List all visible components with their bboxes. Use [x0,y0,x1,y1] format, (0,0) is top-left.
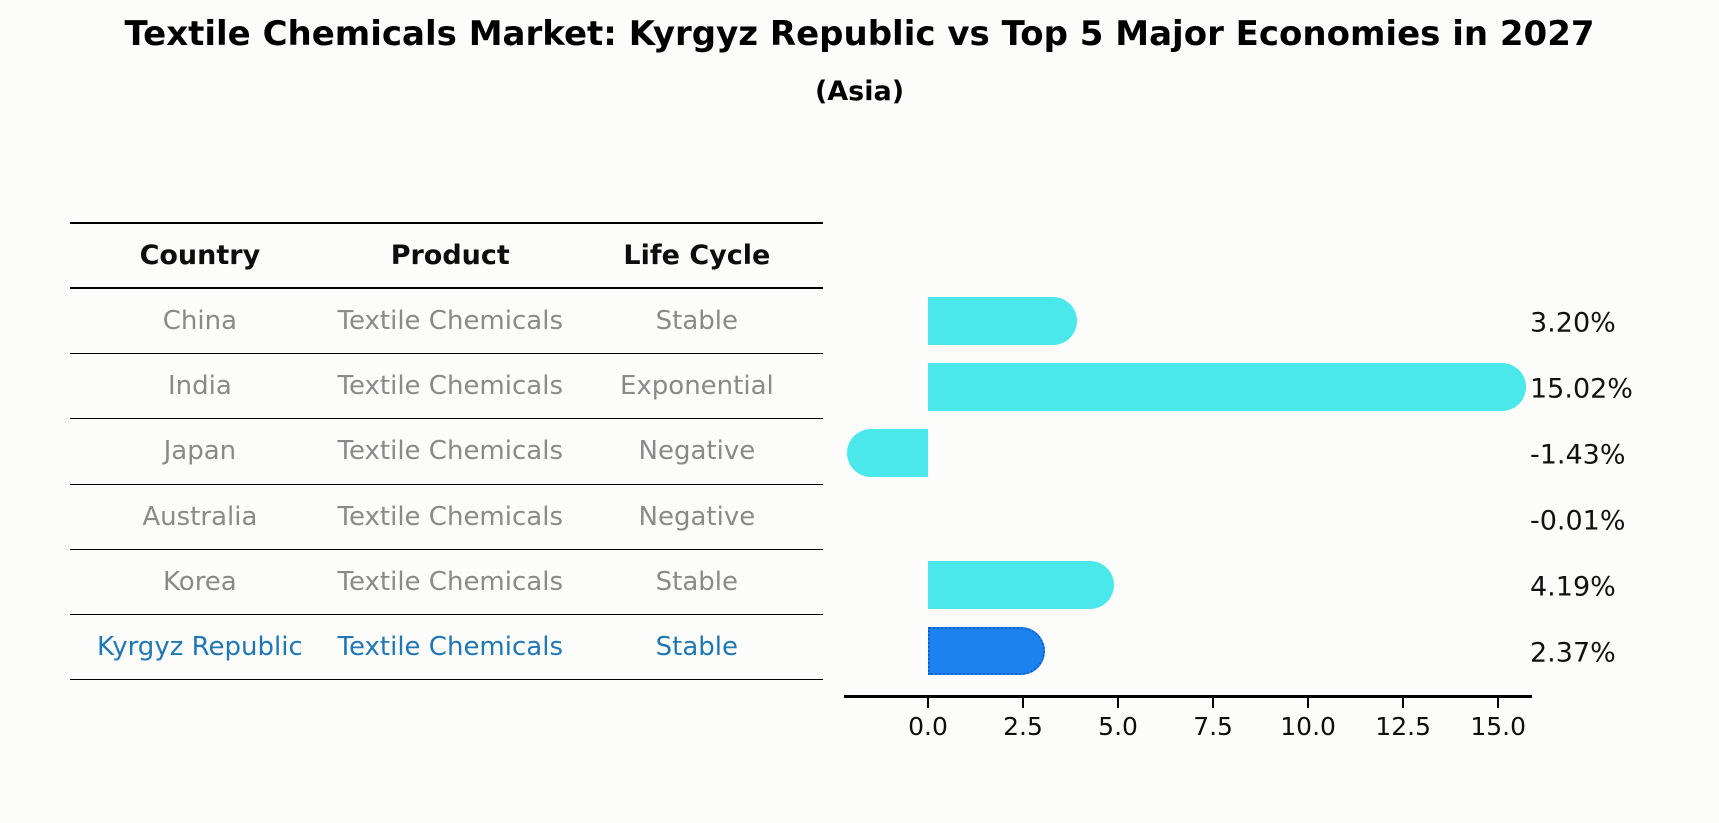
data-table: Country Product Life Cycle China Textile … [70,222,823,681]
country-cell: China [162,306,238,337]
chart-title: Textile Chemicals Market: Kyrgyz Republi… [124,14,1595,54]
table-row: Australia Textile Chemicals Negative [70,485,823,550]
life-cycle-cell: Exponential [619,371,774,402]
value-label: 2.37% [1530,637,1616,669]
table-header-row: Country Product Life Cycle [70,222,823,289]
table-header-product: Product [390,240,510,271]
x-axis-tick-label: 12.5 [1375,712,1431,741]
x-axis-tick-label: 15.0 [1470,712,1526,741]
x-axis-tick-label: 5.0 [1098,712,1138,741]
value-label: 15.02% [1530,373,1633,405]
x-axis-tick-mark [1117,697,1120,708]
x-axis-tick-label: 10.0 [1280,712,1336,741]
table-row: Japan Textile Chemicals Negative [70,419,823,485]
country-cell: Australia [142,501,258,532]
product-cell: Textile Chemicals [337,632,563,663]
table-row: India Textile Chemicals Exponential [70,354,823,420]
life-cycle-cell: Stable [655,632,739,663]
product-cell: Textile Chemicals [337,436,563,467]
product-cell: Textile Chemicals [337,566,563,597]
life-cycle-cell: Stable [655,306,739,337]
x-axis-line [844,695,1532,698]
x-axis-tick-mark [1022,697,1025,708]
table-header-country: Country [139,240,261,271]
bar-highlight-kyrgyz-republic [928,627,1046,675]
bar-china [928,297,1077,345]
life-cycle-cell: Negative [638,436,756,467]
x-axis-tick-mark [1497,697,1500,708]
x-axis-tick-label: 7.5 [1193,712,1233,741]
life-cycle-cell: Stable [655,566,739,597]
country-cell: Kyrgyz Republic [97,632,303,663]
table-row: China Textile Chemicals Stable [70,289,823,355]
bar-india [928,363,1526,411]
country-cell: Japan [163,436,237,467]
life-cycle-cell: Negative [638,501,756,532]
table-body: China Textile Chemicals Stable India Textile… [70,289,823,681]
table-row: Korea Textile Chemicals Stable [70,550,823,615]
x-axis-tick-mark [1212,697,1215,708]
table-row: Kyrgyz Republic Textile Chemicals Stable [70,615,823,681]
chart-subtitle: (Asia) [814,76,905,107]
bar-korea [928,561,1115,609]
x-axis-tick-mark [1402,697,1405,708]
value-label: 4.19% [1530,571,1616,603]
x-axis-tick-label: 2.5 [1003,712,1043,741]
country-cell: India [167,371,232,402]
product-cell: Textile Chemicals [337,306,563,337]
country-cell: Korea [163,566,237,597]
product-cell: Textile Chemicals [337,501,563,532]
x-axis-tick-mark [1307,697,1310,708]
x-axis-tick-mark [927,697,929,708]
x-axis-tick-label: 0.0 [908,712,948,741]
table-header-life-cycle: Life Cycle [623,240,771,271]
product-cell: Textile Chemicals [337,371,563,402]
value-label: 3.20% [1530,307,1616,339]
value-label: -0.01% [1530,505,1626,537]
bar-japan [846,429,928,477]
value-label: -1.43% [1530,439,1626,471]
